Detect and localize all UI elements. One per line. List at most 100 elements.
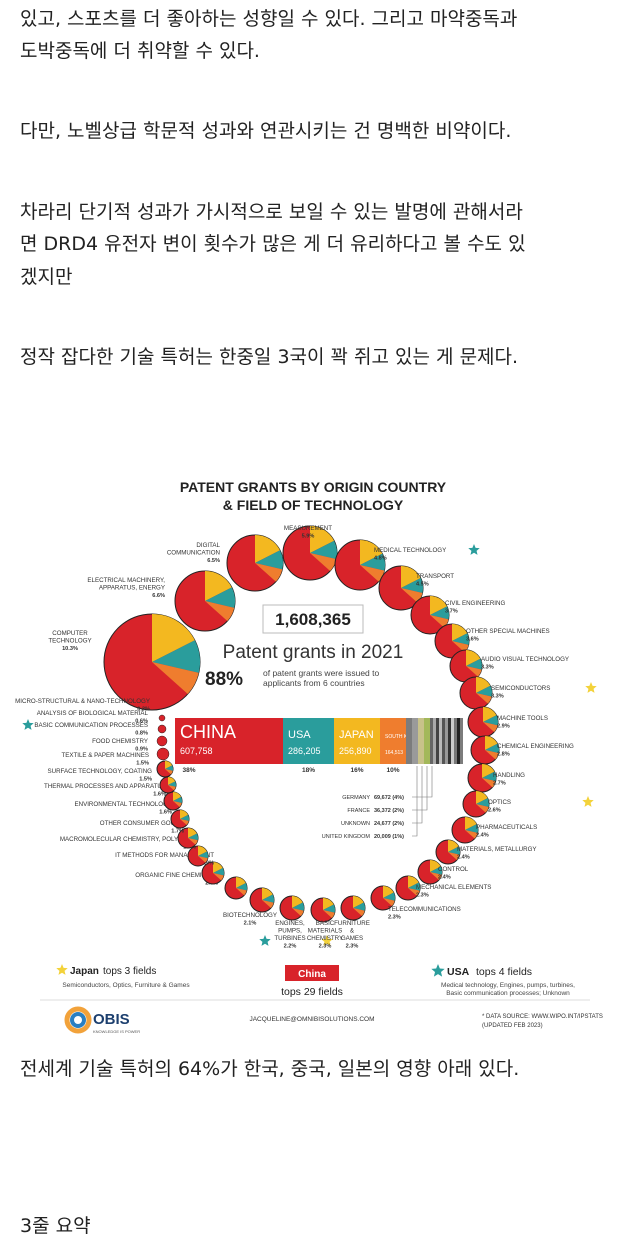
field-pct: 2.3% — [319, 944, 332, 950]
bar-country: JAPAN — [339, 729, 374, 741]
field-name: BIOTECHNOLOGY — [223, 912, 277, 919]
field-pct: 3.3% — [481, 665, 494, 671]
field-wedge — [180, 810, 189, 819]
paragraph-line: 차라리 단기적 성과가 가시적으로 보일 수 있는 발명에 관해서라 — [20, 201, 523, 223]
field-pct: 2.8% — [497, 752, 510, 758]
field-pct: 2.3% — [388, 915, 401, 921]
leader-line — [412, 766, 418, 837]
field-name: CHEMISTRY — [307, 935, 343, 942]
field-wedge — [452, 641, 469, 653]
field-name: MICRO-STRUCTURAL & NANO-TECHNOLOGY — [15, 698, 150, 705]
field-pct: 2.4% — [438, 875, 451, 881]
field-wedge — [401, 566, 421, 588]
field-wedge — [452, 633, 469, 645]
field-wedge — [353, 902, 365, 911]
field-name: MEDICAL TECHNOLOGY — [374, 547, 446, 554]
bar-value: 286,205 — [288, 746, 321, 756]
field-wedge — [476, 791, 488, 804]
field-name: ANALYSIS OF BIOLOGICAL MATERIAL — [37, 710, 149, 717]
title: PATENT GRANTS BY ORIGIN COUNTRY — [180, 479, 447, 495]
bar-stripe — [436, 718, 439, 764]
bar-share: 10% — [386, 767, 399, 774]
field-star — [582, 796, 594, 807]
field-wedge — [213, 862, 223, 873]
field-wedge — [430, 615, 449, 628]
field-wedge — [198, 846, 207, 856]
field-wedge — [173, 796, 182, 804]
field-wedge — [353, 896, 364, 908]
field-wedge — [465, 830, 478, 839]
field-name: MEASUREMENT — [284, 525, 332, 532]
field-wedge — [323, 898, 334, 910]
infographic: PATENT GRANTS BY ORIGIN COUNTRY & FIELD O… — [15, 440, 603, 1045]
field-pct: 2.3% — [416, 893, 429, 899]
bar-stripe — [406, 718, 412, 764]
field-wedge — [408, 888, 420, 896]
share-text: applicants from 6 countries — [263, 678, 365, 688]
bar-stripe — [412, 718, 418, 764]
usa-text: tops 4 fields — [476, 966, 532, 978]
field-wedge — [205, 571, 232, 601]
field-wedge — [401, 578, 424, 593]
field-wedge — [383, 892, 396, 901]
field-wedge — [292, 896, 303, 908]
japan-detail: Semiconductors, Optics, Furniture & Game… — [62, 982, 190, 989]
field-circle — [158, 714, 166, 722]
field-name: MATERIALS, METALLURGY — [457, 846, 537, 853]
bar-stripe — [442, 718, 445, 764]
field-pct: 0.6% — [135, 719, 148, 725]
field-name: OPTICS — [488, 799, 511, 806]
field-name: IT METHODS FOR MANAGEMENT — [115, 852, 214, 859]
field-wedge — [188, 828, 197, 838]
china-text: tops 29 fields — [281, 986, 343, 998]
field-wedge — [360, 565, 385, 582]
bar-segment — [175, 718, 283, 764]
other-country: UNITED KINGDOM — [322, 834, 371, 840]
field-wedge — [198, 851, 208, 859]
paragraph-line: 3줄 요약 — [20, 1215, 91, 1237]
paragraph-line: 면 DRD4 유전자 변이 횟수가 많은 게 더 유리하다고 볼 수도 있 — [20, 233, 526, 255]
field-star — [259, 935, 271, 946]
field-wedge — [476, 685, 492, 697]
field-wedge — [255, 563, 283, 582]
field-wedge — [465, 817, 477, 830]
field-wedge — [152, 614, 195, 662]
other-country: GERMANY — [342, 795, 370, 801]
field-pct: 0.9% — [135, 747, 148, 753]
field-name: MACROMOLECULAR CHEMISTRY, POLYMERS — [60, 836, 196, 843]
field-wedge — [448, 846, 461, 855]
field-wedge — [485, 750, 499, 760]
field-wedge — [430, 606, 449, 620]
field-wedge — [323, 904, 335, 913]
field-circle — [156, 747, 170, 761]
bar-stripe — [457, 718, 460, 764]
field-name: MECHANICAL ELEMENTS — [416, 884, 491, 891]
field-name: TECHNOLOGY — [48, 638, 91, 645]
bar-country: USA — [288, 729, 311, 741]
field-name: OTHER SPECIAL MACHINES — [466, 628, 550, 635]
field-pct: 2.7% — [493, 781, 506, 787]
field-name: BASIC COMMUNICATION PROCESSES — [34, 722, 148, 729]
field-wedge — [262, 888, 273, 900]
field-wedge — [448, 840, 459, 852]
field-wedge — [255, 550, 283, 570]
field-wedge — [466, 650, 481, 666]
paragraph-line: 정작 잡다한 기술 특허는 한중일 3국이 꽉 쥐고 있는 게 문제다. — [20, 346, 518, 368]
field-name: DIGITAL — [196, 542, 220, 549]
bar-share: 16% — [350, 767, 363, 774]
paragraph-line: 겠지만 — [20, 266, 72, 288]
other-value: 69,672 (4%) — [374, 795, 404, 801]
other-country: FRANCE — [347, 808, 370, 814]
field-wedge — [383, 886, 394, 898]
field-wedge — [408, 882, 420, 891]
field-pct: 2.4% — [457, 855, 470, 861]
field-wedge — [173, 801, 182, 807]
field-name: OTHER CONSUMER GOODS — [100, 820, 184, 827]
field-name: BASIC — [316, 920, 335, 927]
china-country: China — [298, 969, 326, 980]
field-wedge — [152, 640, 201, 673]
paragraph-line: 전세계 기술 특허의 64%가 한국, 중국, 일본의 영향 아래 있다. — [20, 1058, 519, 1080]
field-wedge — [262, 900, 274, 908]
field-wedge — [188, 838, 198, 845]
other-value: 36,372 (2%) — [374, 808, 404, 814]
